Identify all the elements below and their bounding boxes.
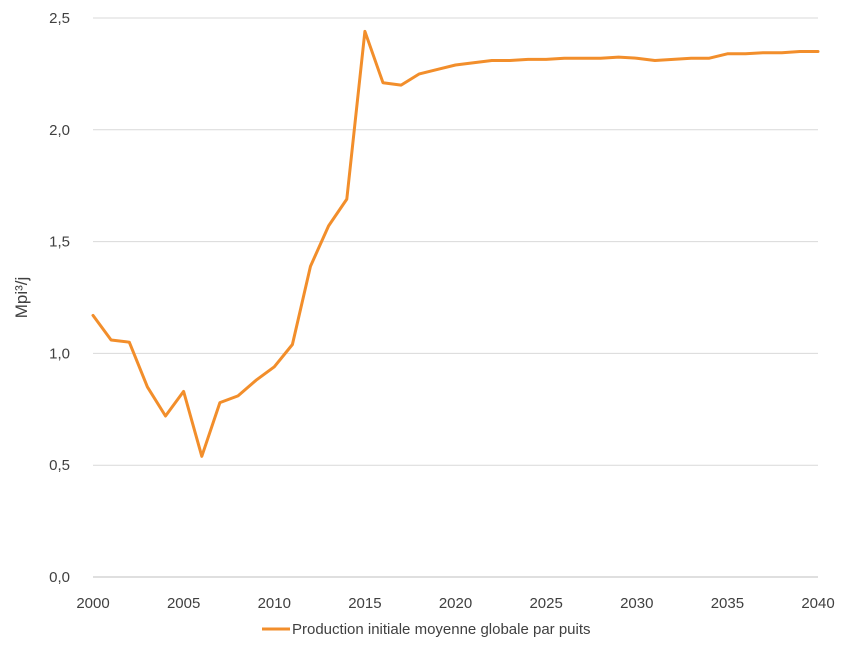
x-axis-ticks: 2000 2005 2010 2015 2020 2025 2030 2035 2040 [76,595,834,612]
series-lines [91,29,820,458]
x-tick-label: 2020 [439,595,472,612]
legend-label: Production initiale moyenne globale par … [292,621,591,638]
y-axis-ticks: 0,0 0,5 1,0 1,5 2,0 2,5 [49,10,70,586]
y-tick-label: 1,5 [49,234,70,251]
y-tick-label: 0,0 [49,569,70,586]
x-tick-label: 2000 [76,595,109,612]
legend: Production initiale moyenne globale par … [262,621,591,638]
y-tick-label: 1,0 [49,345,70,362]
x-tick-label: 2035 [711,595,744,612]
x-tick-label: 2005 [167,595,200,612]
y-tick-label: 0,5 [49,457,70,474]
y-tick-label: 2,5 [49,10,70,27]
grid-lines [93,17,818,578]
x-tick-label: 2025 [529,595,562,612]
x-tick-label: 2040 [801,595,834,612]
y-tick-label: 2,0 [49,122,70,139]
y-axis-label: Mpi³/j [12,277,31,319]
x-tick-label: 2010 [258,595,291,612]
series-line [91,29,820,458]
x-tick-label: 2030 [620,595,653,612]
x-tick-label: 2015 [348,595,381,612]
